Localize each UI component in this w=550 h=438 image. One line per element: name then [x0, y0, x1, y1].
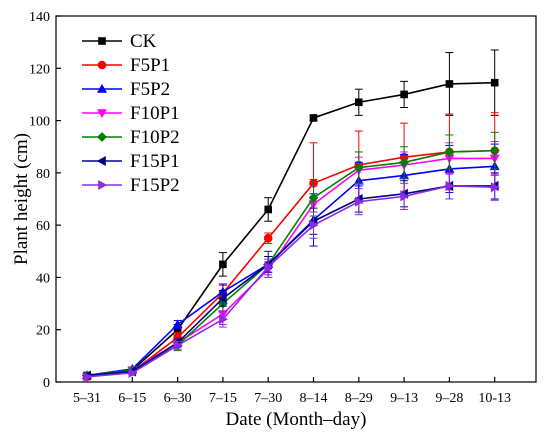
- y-tick-label: 80: [36, 167, 50, 182]
- legend-label: F5P2: [130, 79, 170, 100]
- y-tick-label: 60: [36, 219, 50, 234]
- data-point: [354, 98, 363, 107]
- data-point: [490, 182, 500, 193]
- series-layer: [81, 49, 500, 382]
- y-tick-label: 0: [43, 376, 50, 391]
- series-line: [86, 185, 495, 377]
- legend-label: F10P2: [130, 127, 180, 148]
- y-tick-label: 40: [36, 271, 50, 286]
- x-tick-label: 7–15: [209, 391, 237, 406]
- legend-label: F10P1: [130, 103, 180, 124]
- legend-marker: [96, 83, 108, 93]
- data-point: [309, 220, 319, 231]
- legend-item-f10p2: F10P2: [82, 127, 180, 148]
- y-tick-label: 100: [29, 115, 50, 130]
- x-tick-label: 9–13: [390, 391, 418, 406]
- legend-marker: [97, 60, 107, 70]
- legend-label: F5P1: [130, 55, 170, 76]
- series-f15p2: [83, 172, 500, 382]
- x-tick-label: 8–14: [300, 391, 328, 406]
- data-point: [263, 233, 273, 243]
- x-tick-label: 9–28: [435, 391, 463, 406]
- data-point: [219, 314, 229, 325]
- y-axis-title: Plant height (cm): [11, 133, 32, 265]
- legend-label: CK: [130, 31, 157, 52]
- series-f15p1: [81, 172, 499, 381]
- data-point: [309, 114, 318, 122]
- legend-item-f5p2: F5P2: [82, 79, 170, 100]
- legend-item-f15p1: F15P1: [82, 151, 180, 172]
- legend-marker: [98, 37, 106, 45]
- data-point: [83, 371, 93, 382]
- data-point: [264, 205, 273, 214]
- y-tick-label: 140: [29, 10, 50, 25]
- legend-marker: [97, 132, 107, 142]
- legend-item-f10p1: F10P1: [82, 103, 180, 124]
- x-tick-label: 6–30: [164, 391, 192, 406]
- legend-item-f15p2: F15P2: [82, 175, 180, 196]
- data-point: [219, 260, 227, 269]
- data-point: [400, 90, 408, 99]
- data-point: [490, 78, 499, 87]
- plot-frame: [55, 15, 537, 383]
- legend-item-ck: CK: [82, 31, 157, 52]
- data-point: [173, 340, 183, 351]
- series-line: [86, 185, 495, 378]
- x-tick-label: 5–31: [73, 391, 101, 406]
- x-tick-label: 10-13: [478, 391, 511, 406]
- data-point: [489, 145, 500, 156]
- x-axis: 5–31 6–15 6–30 7–15 7–30 8–14 8–29 9–13 9–28 10-1…: [73, 377, 511, 406]
- series-line: [86, 149, 495, 378]
- series-line: [86, 81, 495, 377]
- x-tick-label: 8–29: [345, 391, 373, 406]
- data-point: [445, 180, 455, 191]
- data-point: [444, 147, 455, 157]
- data-point: [445, 80, 454, 88]
- x-tick-label: 6–15: [118, 391, 146, 406]
- legend-marker: [96, 155, 106, 167]
- data-point: [400, 191, 410, 202]
- data-point: [128, 367, 138, 378]
- legend-item-f5p1: F5P1: [82, 55, 170, 76]
- x-axis-title: Date (Month–day): [226, 409, 367, 430]
- data-point: [399, 157, 410, 168]
- legend-label: F15P2: [130, 175, 180, 196]
- data-point: [264, 261, 274, 272]
- legend-marker: [98, 179, 108, 191]
- legend-label: F15P1: [130, 151, 180, 172]
- y-tick-label: 120: [29, 62, 50, 77]
- x-tick-label: 7–30: [254, 391, 282, 406]
- data-point: [354, 196, 364, 207]
- data-point: [217, 293, 227, 304]
- legend-marker: [96, 109, 108, 119]
- data-point: [353, 162, 364, 173]
- legend: CK F5P1 F5P2 F10P1 F10P2 F15P1 F15P2: [82, 31, 180, 196]
- y-tick-label: 20: [36, 324, 50, 339]
- y-axis: 0 20 40 60 80 100 120 140: [29, 10, 61, 391]
- series-line: [86, 165, 495, 377]
- data-point: [172, 319, 183, 329]
- data-point: [308, 192, 319, 203]
